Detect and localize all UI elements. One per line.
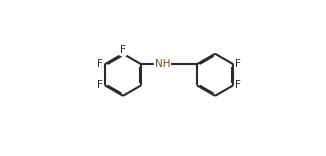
Text: F: F (97, 80, 103, 90)
Text: F: F (97, 59, 103, 69)
Text: F: F (235, 80, 241, 90)
Text: F: F (235, 59, 241, 69)
Text: NH: NH (155, 59, 170, 69)
Text: F: F (120, 45, 126, 55)
